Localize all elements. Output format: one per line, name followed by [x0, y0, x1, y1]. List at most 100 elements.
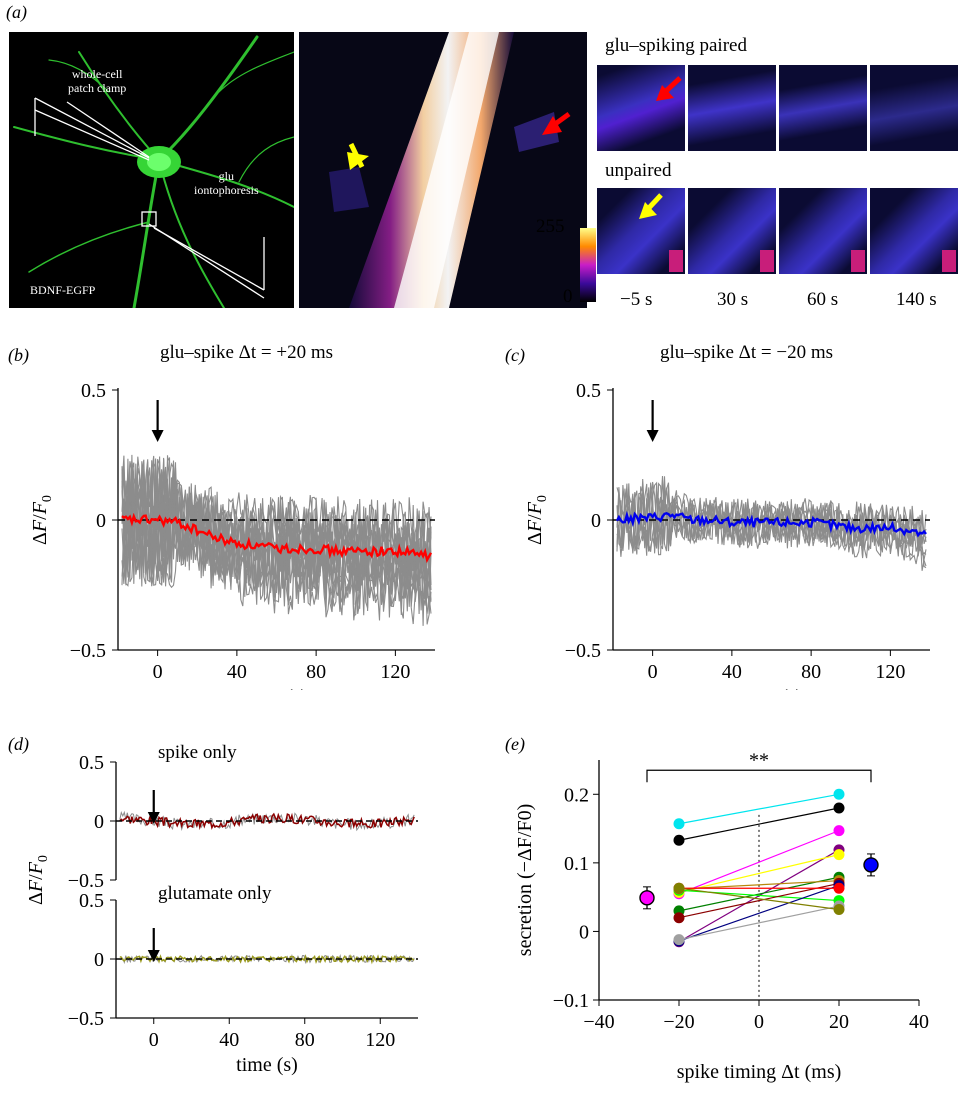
red-arrow-icon — [656, 76, 682, 101]
chart-e-plot: −0.1 0 0.1 0.2 −40 −20 0 20 40 spike timing Δt (m… — [514, 749, 929, 1083]
y-tick-label: 0.5 — [79, 890, 104, 912]
stimulus-arrow-head — [147, 950, 160, 962]
panel-d-title-2: glutamate only — [158, 883, 272, 904]
panel-e-label: (e) — [505, 734, 525, 754]
y-axis-label: ΔF/F0 — [25, 855, 51, 905]
x-tick-label: 20 — [829, 1011, 849, 1033]
time-label-2: 30 s — [717, 289, 749, 310]
x-tick-label: −40 — [583, 1011, 614, 1033]
x-tick-label: 0 — [153, 661, 163, 683]
pair-line — [678, 830, 840, 895]
individual-trace — [121, 461, 432, 626]
x-tick-label: 0 — [754, 1011, 764, 1033]
time-label-3: 60 s — [807, 289, 839, 310]
x-tick-label: 40 — [722, 661, 742, 683]
time-label-4: 140 s — [896, 289, 937, 310]
pair-point-plus20 — [833, 903, 845, 915]
x-tick-label: 120 — [380, 661, 410, 683]
paired-frame-3 — [779, 65, 867, 151]
x-tick-label: 120 — [365, 1029, 395, 1051]
pair-point-minus20 — [673, 882, 685, 894]
x-tick-label: 0 — [648, 661, 658, 683]
pair-line — [678, 882, 840, 919]
chart-c: −0.5 0 0.5 0 40 80 120 time (s) ΔF/F0 — [524, 380, 930, 690]
pair-point-minus20 — [673, 912, 685, 924]
y-axis-label: ΔF/F0 — [29, 495, 55, 545]
individual-trace — [121, 455, 432, 586]
y-tick-label: −0.5 — [565, 640, 601, 662]
y-tick-label: 0.5 — [79, 752, 104, 774]
unpaired-row-title: unpaired — [605, 160, 672, 181]
pair-line — [678, 876, 840, 912]
y-tick-label: 0.1 — [564, 853, 589, 875]
neuron-micrograph — [9, 32, 294, 308]
mean-trace — [615, 510, 927, 538]
mean-point — [863, 857, 879, 873]
pair-line — [678, 880, 840, 890]
y-tick-label: 0 — [579, 921, 589, 943]
pair-point-plus20 — [833, 849, 845, 861]
x-axis-label: spike timing Δt (ms) — [677, 1061, 842, 1083]
y-axis-label: ΔF/F0 — [524, 495, 550, 545]
y-tick-label: −0.5 — [68, 870, 104, 892]
patch-clamp-label: whole-cell patch clamp — [68, 67, 127, 95]
panel-b-label: (b) — [8, 345, 29, 365]
x-tick-label: 40 — [909, 1011, 929, 1033]
panel-d-label: (d) — [8, 734, 29, 754]
pair-line — [678, 793, 840, 825]
y-tick-label: 0.5 — [81, 380, 106, 402]
pair-line — [678, 884, 840, 942]
panel-b-title: glu–spike Δt = +20 ms — [160, 342, 333, 363]
y-tick-label: 0.2 — [564, 784, 589, 806]
y-tick-label: 0 — [94, 811, 104, 833]
chart-c-plot: −0.5 0 0.5 0 40 80 120 time (s) ΔF/F0 — [524, 380, 930, 690]
x-tick-label: −20 — [663, 1011, 694, 1033]
x-tick-label: 120 — [875, 661, 905, 683]
pair-point-minus20 — [673, 834, 685, 846]
pair-point-minus20 — [673, 818, 685, 830]
panel-d-title-1: spike only — [158, 742, 237, 763]
panel-a-label: (a) — [6, 2, 27, 22]
panel-c-title: glu–spike Δt = −20 ms — [660, 342, 833, 363]
paired-frame-4 — [870, 65, 958, 151]
stimulus-arrow-head — [646, 430, 659, 442]
pair-line — [678, 905, 840, 941]
time-label-1: −5 s — [620, 289, 653, 310]
colorbar-min-label: 0 — [563, 286, 573, 307]
colorbar-max-label: 255 — [536, 216, 565, 237]
pair-point-plus20 — [833, 802, 845, 814]
pair-line — [678, 887, 840, 911]
pair-point-plus20 — [833, 882, 845, 894]
x-tick-label: 40 — [219, 1029, 239, 1051]
y-tick-label: 0 — [591, 510, 601, 532]
x-tick-label: 80 — [801, 661, 821, 683]
yellow-arrow-icon — [639, 193, 663, 219]
paired-frame-2 — [688, 65, 776, 151]
x-tick-label: 80 — [295, 1029, 315, 1051]
individual-trace — [121, 461, 432, 579]
panel-c-label: (c) — [505, 345, 525, 365]
mean-trace — [119, 954, 415, 965]
stimulus-arrow-head — [151, 430, 164, 442]
iontophoresis-label: glu iontophoresis — [194, 169, 259, 197]
x-tick-label: 80 — [306, 661, 326, 683]
y-tick-label: 0.5 — [576, 380, 601, 402]
individual-trace — [121, 455, 432, 611]
y-tick-label: −0.5 — [70, 640, 106, 662]
pair-line — [678, 807, 840, 841]
stimulus-arrow-head — [147, 812, 160, 824]
y-tick-label: 0 — [94, 949, 104, 971]
chart-b-plot: −0.5 0 0.5 0 40 80 120 time (s) ΔF/F0 — [29, 380, 435, 690]
paired-timelapse — [597, 65, 958, 151]
mean-trace — [119, 812, 415, 831]
x-axis-label: time (s) — [741, 686, 803, 690]
y-tick-label: 0 — [96, 510, 106, 532]
bdnf-egfp-label: BDNF-EGFP — [30, 283, 96, 297]
chart-b: −0.5 0 0.5 0 40 80 120 time (s) ΔF/F0 — [29, 380, 435, 690]
significance-label: ** — [749, 749, 769, 771]
y-tick-label: −0.5 — [68, 1008, 104, 1030]
significance-bracket — [646, 769, 872, 783]
pair-point-plus20 — [833, 788, 845, 800]
